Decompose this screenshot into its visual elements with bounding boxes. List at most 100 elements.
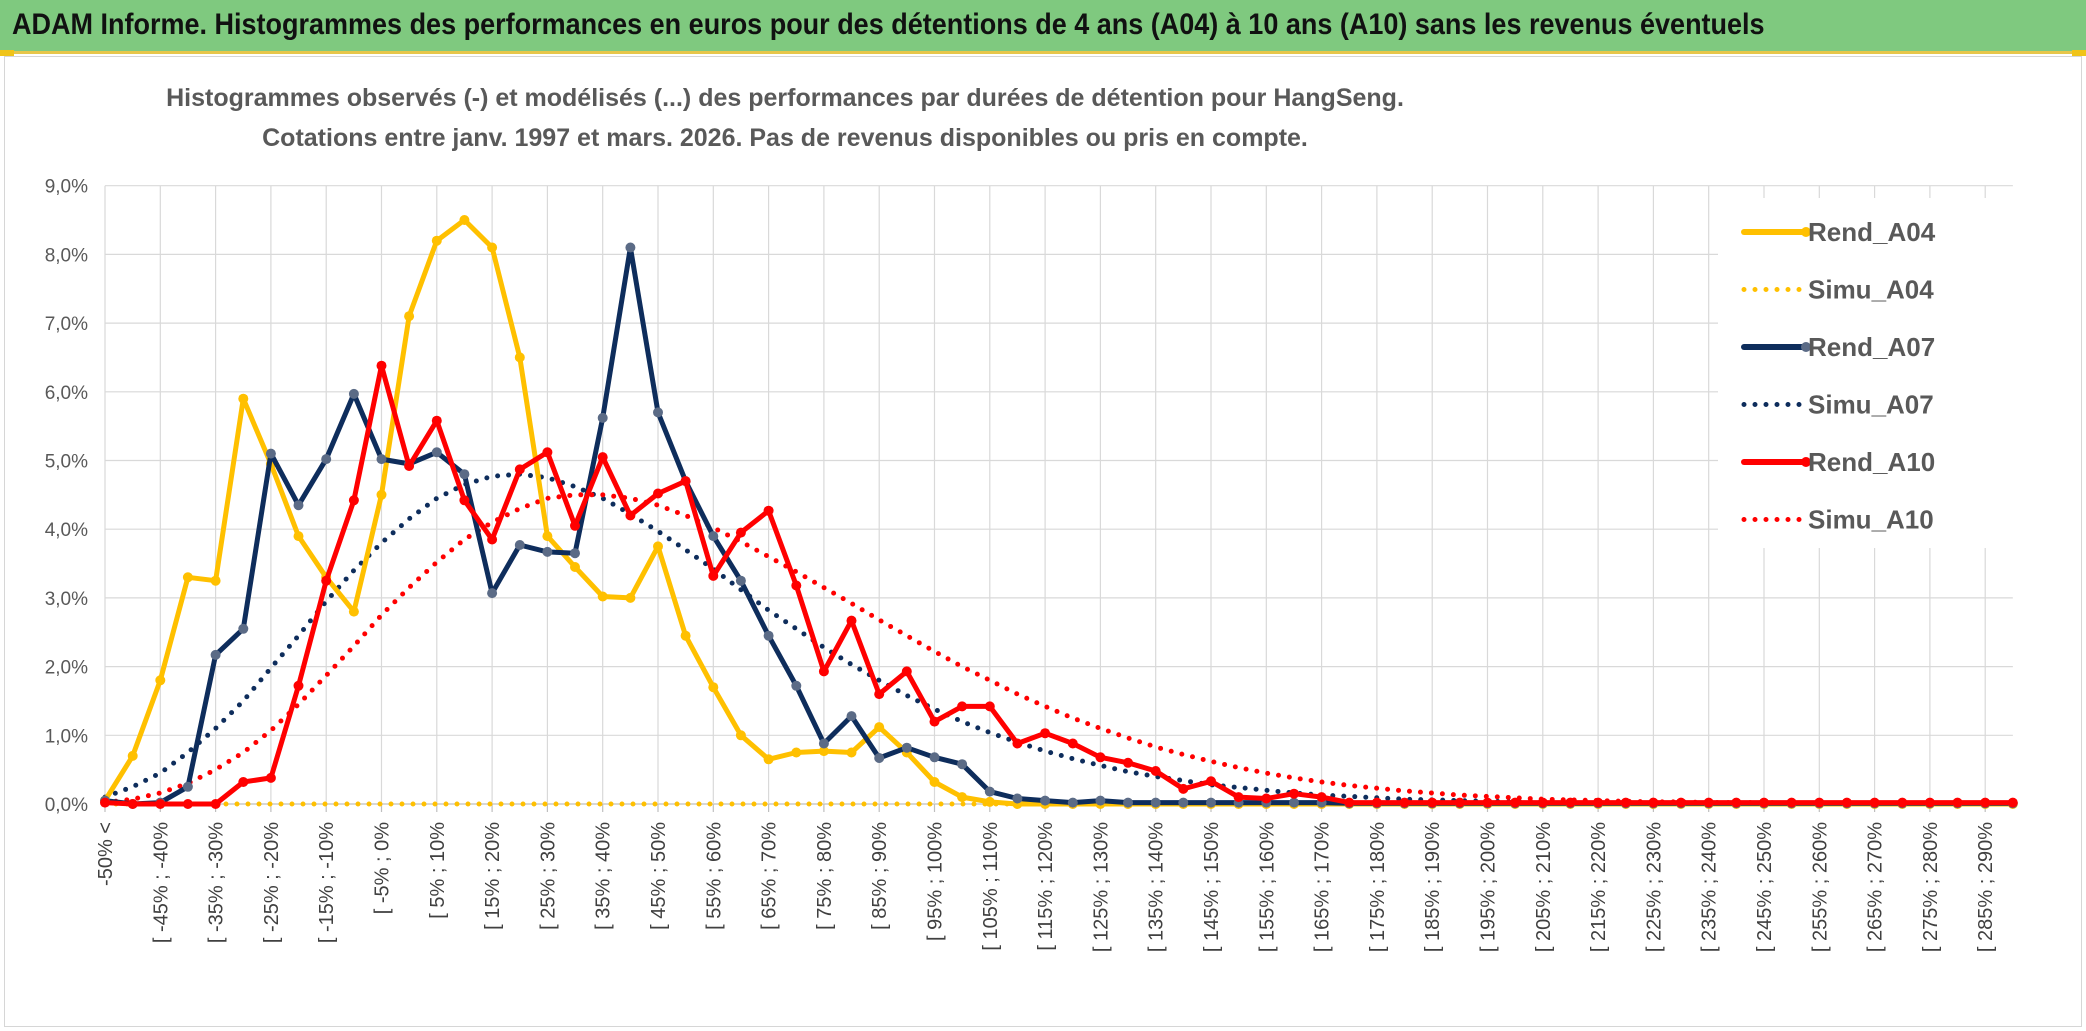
x-tick-label: [ -15% ; -10% [316,822,338,943]
data-point [1067,738,1078,749]
data-point [901,666,912,677]
x-tick-label: [ 195% ; 200% [1478,822,1500,952]
data-point [487,242,498,253]
data-point [791,747,802,758]
data-point [1012,793,1023,804]
x-tick-label: [ 185% ; 190% [1422,822,1444,952]
y-tick-label: 7,0% [45,314,88,335]
data-point [1786,797,1797,808]
data-point [404,461,415,471]
data-point [597,452,608,463]
x-tick-label: [ 35% ; 40% [593,822,615,930]
data-point [1427,797,1438,808]
data-point [735,730,746,741]
data-point [514,464,525,475]
corner-accent-left [0,50,14,56]
data-point [625,510,636,521]
data-point [514,352,525,363]
data-point [984,786,995,797]
data-point [1703,797,1714,808]
data-point [818,666,829,677]
data-point [1067,797,1078,808]
x-tick-label: [ 145% ; 150% [1201,822,1223,952]
x-tick-label: [ 65% ; 70% [759,822,781,930]
x-tick-label: [ 285% ; 290% [1975,822,1997,952]
data-point [1095,795,1106,806]
x-tick-label: [ 125% ; 130% [1090,822,1112,952]
data-point [929,752,940,763]
y-axis: 0,0% 1,0% 2,0% 3,0% 4,0% 5,0% 6,0% 7,0% 8,0% 9,0% [45,177,88,816]
data-point [1593,797,1604,808]
data-point [1814,797,1825,808]
x-tick-label: [ 105% ; 110% [980,822,1002,951]
legend-background [1718,198,2018,548]
title-banner: ADAM Informe. Histogrammes des performan… [0,0,2086,54]
data-point [1316,792,1327,803]
data-point [293,680,304,691]
data-point [791,580,802,591]
legend-label: Simu_A07 [1808,390,1934,420]
data-point [1040,795,1051,806]
data-point [1123,757,1133,768]
data-point [376,489,387,500]
legend-item: Rend_A04 [1741,217,1936,247]
data-point [1289,788,1299,799]
data-point [2007,797,2018,808]
x-tick-label: [ 45% ; 50% [648,822,670,930]
x-tick-label: -50% < [95,822,117,886]
data-point [238,393,249,404]
data-point [487,588,498,599]
data-point [763,505,774,516]
data-point [1095,752,1106,763]
data-point [957,792,968,803]
x-tick-label: [ 115% ; 120% [1035,822,1057,951]
y-tick-label: 4,0% [45,520,88,541]
legend-label: Rend_A04 [1808,217,1936,247]
subtitle-line-2: Cotations entre janv. 1997 et mars. 2026… [262,124,1308,152]
data-point [155,799,166,809]
chart-subtitle: Histogrammes observés (-) et modélisés (… [166,76,1404,158]
data-point [1565,797,1576,808]
data-point [1952,797,1963,808]
data-point [127,799,138,809]
data-point [1206,776,1216,787]
data-point [293,531,304,542]
data-point [1537,797,1548,808]
x-tick-label: [ 95% ; 100% [925,822,947,941]
data-point [542,447,553,458]
x-tick-label: [ 175% ; 180% [1367,822,1389,952]
data-point [210,799,221,809]
x-tick-label: [ 5% ; 10% [427,822,449,919]
data-point [431,415,442,426]
data-point [293,500,304,511]
x-tick-label: [ 255% ; 260% [1809,822,1831,952]
legend-item: Rend_A07 [1741,332,1935,362]
data-point [265,772,276,783]
subtitle-background [200,76,1370,158]
data-point [597,412,608,423]
data-point [1178,783,1189,794]
data-point [901,742,912,753]
data-point [846,747,857,758]
data-point [846,615,857,626]
legend-item: Simu_A07 [1741,390,1934,420]
x-tick-label: [ 235% ; 240% [1699,822,1721,952]
data-point [570,520,580,531]
y-tick-label: 8,0% [45,245,88,266]
x-tick-label: [ 265% ; 270% [1865,822,1887,952]
data-point [1040,728,1051,739]
data-point [818,746,829,757]
data-point [1841,797,1852,808]
data-point [238,623,249,634]
legend-label: Simu_A10 [1808,505,1934,535]
x-tick-label: [ 205% ; 210% [1533,822,1555,952]
legend-marker [1801,342,1811,352]
data-point [735,575,746,586]
data-point [984,701,995,712]
data-point [155,675,166,686]
data-point [182,781,193,792]
data-point [514,540,525,550]
data-point [1924,797,1935,808]
data-point [1454,797,1465,808]
